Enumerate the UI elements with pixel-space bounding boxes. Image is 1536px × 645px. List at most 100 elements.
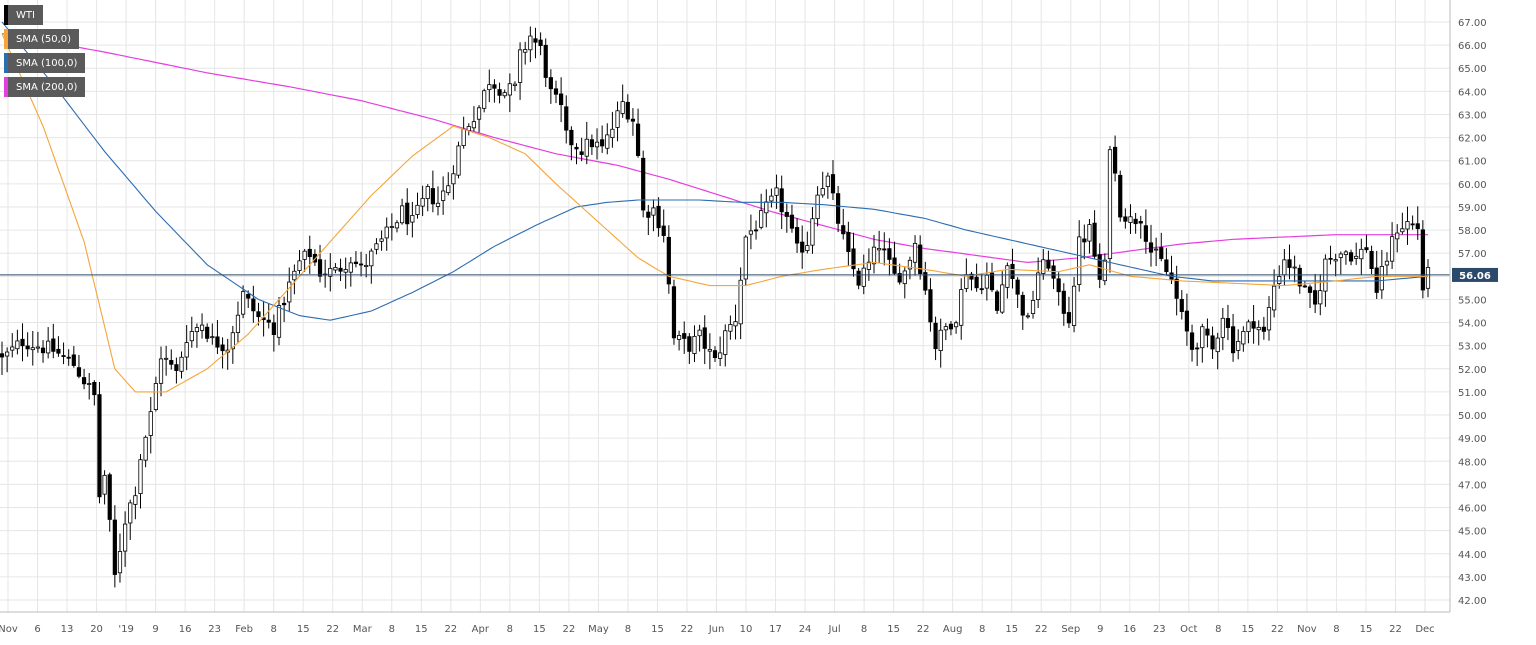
x-tick-label: '19 — [118, 624, 133, 635]
legend-item-wti[interactable]: WTI — [4, 5, 43, 25]
candle-body — [1230, 326, 1236, 354]
candle-body — [1082, 238, 1087, 243]
x-tick-label: 22 — [326, 624, 339, 635]
y-tick-label: 50.00 — [1458, 411, 1487, 422]
candle-body — [461, 128, 466, 146]
candle-body — [1297, 267, 1302, 287]
candle-body — [912, 243, 918, 263]
candle-body — [302, 250, 307, 260]
candle-body — [589, 139, 594, 148]
candle-body — [189, 331, 194, 342]
candle-body — [1123, 216, 1128, 222]
candle-body — [738, 279, 743, 325]
candle-body — [10, 346, 15, 351]
legend-label-sma200: SMA (200,0) — [16, 81, 78, 93]
candle-body — [712, 350, 718, 358]
candle-body — [220, 344, 225, 352]
y-tick-label: 67.00 — [1458, 18, 1487, 29]
candle-body — [825, 175, 830, 187]
candle-body — [1333, 259, 1338, 262]
x-tick-label: 15 — [1360, 624, 1373, 635]
y-tick-label: 54.00 — [1458, 319, 1487, 330]
candle-body — [1287, 259, 1292, 268]
candle-body — [764, 201, 769, 214]
candle-body — [1179, 298, 1184, 312]
candle-body — [400, 205, 405, 224]
candle-body — [76, 367, 82, 377]
candle-body — [128, 502, 133, 524]
x-tick-label: 6 — [34, 624, 40, 635]
x-tick-label: Sep — [1061, 624, 1080, 635]
candle-body — [995, 291, 1000, 311]
x-tick-label: 15 — [533, 624, 546, 635]
y-tick-label: 44.00 — [1458, 550, 1487, 561]
sma-200-layer — [1, 33, 1428, 264]
candle-body — [1159, 247, 1164, 259]
candle-body — [553, 88, 559, 95]
candle-body — [800, 241, 805, 253]
candle-body — [1077, 236, 1082, 285]
legend-item-sma50[interactable]: SMA (50,0) — [4, 29, 80, 49]
candle-body — [1138, 221, 1143, 224]
candle-body — [333, 267, 338, 271]
x-tick-label: 17 — [769, 624, 782, 635]
candle-body — [394, 222, 400, 229]
candle-body — [1307, 286, 1313, 293]
candle-body — [620, 101, 625, 114]
candle-body — [687, 336, 692, 352]
sma-layer — [0, 21, 1450, 393]
candle-body — [56, 348, 61, 354]
candle-body — [66, 356, 71, 359]
candle-body — [415, 204, 420, 215]
candle-body — [246, 293, 251, 299]
candle-body — [1189, 332, 1195, 350]
candle-body — [435, 202, 441, 207]
candle-body — [107, 474, 112, 520]
candle-body — [646, 211, 651, 218]
candle-body — [1087, 224, 1092, 242]
candle-body — [948, 323, 954, 330]
candle-body — [1113, 146, 1118, 174]
candle-body — [1061, 290, 1066, 314]
candle-body — [451, 173, 456, 185]
candle-body — [1348, 252, 1354, 262]
legend-item-sma100[interactable]: SMA (100,0) — [4, 53, 86, 73]
grid — [0, 0, 1450, 612]
candle-body — [384, 226, 389, 239]
candle-body — [20, 338, 25, 347]
candle-body — [1389, 236, 1395, 262]
candle-body — [1205, 328, 1210, 336]
legend-item-sma200[interactable]: SMA (200,0) — [4, 77, 86, 97]
sma100-line — [1, 21, 1429, 321]
candle-body — [1410, 223, 1415, 226]
candle-body — [830, 174, 836, 194]
candle-body — [348, 262, 353, 273]
candle-body — [533, 38, 538, 43]
x-tick-label: 8 — [389, 624, 395, 635]
candle-body — [199, 324, 205, 331]
candle-body — [1282, 259, 1287, 276]
candle-body — [35, 346, 41, 349]
x-tick-label: Jun — [708, 624, 725, 635]
candle-body — [1184, 310, 1190, 332]
x-tick-label: 24 — [799, 624, 812, 635]
x-tick-label: Aug — [943, 624, 963, 635]
x-tick-label: 15 — [297, 624, 310, 635]
candle-body — [1277, 275, 1282, 284]
candle-body — [918, 244, 923, 274]
candle-body — [379, 238, 384, 242]
candle-body — [487, 84, 492, 91]
y-tick-label: 47.00 — [1458, 480, 1487, 491]
candle-body — [584, 138, 589, 157]
candle-body — [169, 360, 174, 365]
candle-body — [353, 261, 359, 265]
x-tick-label: 15 — [887, 624, 900, 635]
candle-body — [1420, 229, 1425, 291]
candle-body — [15, 340, 20, 350]
candle-body — [1272, 285, 1277, 311]
candle-body — [1261, 326, 1266, 332]
candle-body — [1210, 335, 1215, 350]
candle-body — [861, 267, 866, 287]
candle-body — [1164, 259, 1169, 273]
